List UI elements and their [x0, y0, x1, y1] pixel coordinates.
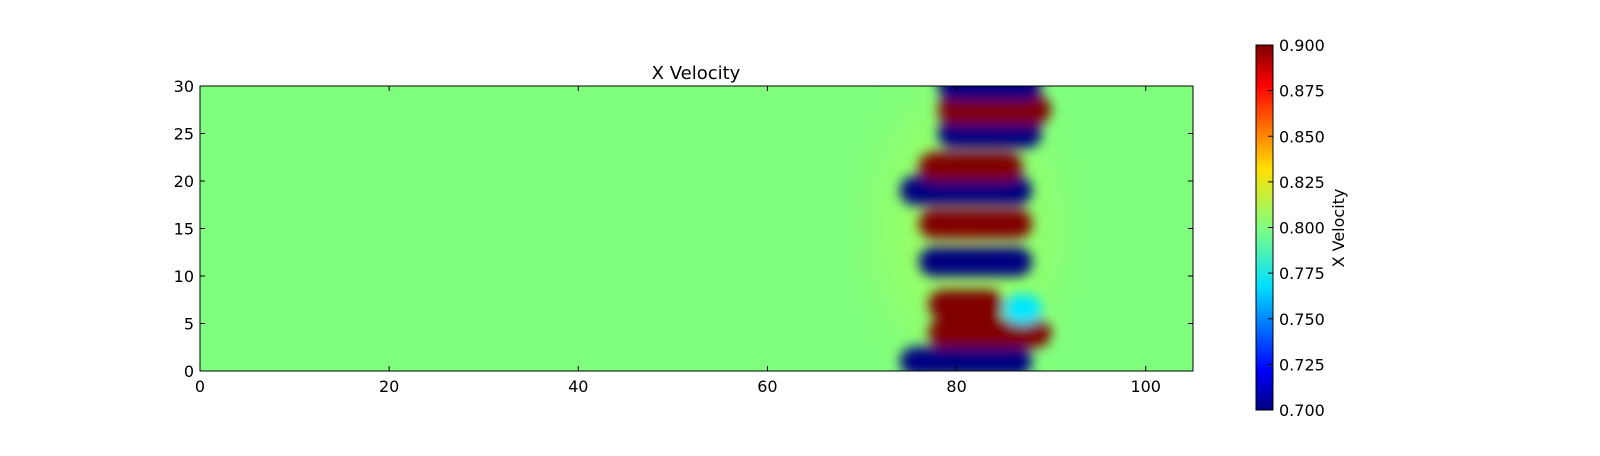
x-tick-label: 60	[757, 377, 777, 396]
colorbar-tick-label: 0.775	[1279, 264, 1325, 283]
plot-area	[200, 86, 1193, 371]
y-tick-label: 20	[174, 172, 194, 191]
velocity-band	[937, 86, 1042, 101]
colorbar-tick-label: 0.825	[1279, 173, 1325, 192]
velocity-band	[918, 247, 1033, 277]
velocity-band	[1003, 294, 1042, 324]
velocity-band	[918, 152, 1023, 182]
colorbar-label: X Velocity	[1329, 189, 1348, 268]
x-tick-label: 40	[568, 377, 588, 396]
colorbar-tick-label: 0.700	[1279, 401, 1325, 420]
x-tick-label: 20	[379, 377, 399, 396]
y-tick-label: 25	[174, 125, 194, 144]
velocity-band	[937, 118, 1042, 149]
velocity-band	[928, 318, 1052, 348]
y-tick-label: 30	[174, 77, 194, 96]
colorbar-tick-label: 0.875	[1279, 82, 1325, 101]
colorbar-tick-label: 0.750	[1279, 310, 1325, 329]
velocity-band	[928, 289, 1004, 320]
velocity-band	[899, 346, 1033, 371]
y-tick-label: 5	[184, 315, 194, 334]
velocity-band	[899, 175, 1033, 206]
velocity-band	[918, 209, 1033, 239]
y-tick-label: 0	[184, 362, 194, 381]
y-tick-label: 15	[174, 220, 194, 239]
colorbar-tick-label: 0.900	[1279, 36, 1325, 55]
chart-title: X Velocity	[652, 63, 741, 84]
y-tick-label: 10	[174, 267, 194, 286]
x-axis: 0 20 40 60 80 100	[195, 86, 1161, 396]
colorbar-tick-label: 0.725	[1279, 355, 1325, 374]
y-axis: 0 5 10 15 20 25 30	[174, 77, 1193, 381]
x-tick-label: 0	[195, 377, 205, 396]
colorbar-tick-label: 0.850	[1279, 127, 1325, 146]
colorbar-ticks: 0.700 0.725 0.750 0.775 0.800 0.825 0.850 0.875…	[1268, 36, 1325, 420]
x-tick-label: 100	[1130, 377, 1161, 396]
velocity-band	[937, 95, 1052, 125]
colorbar-tick-label: 0.800	[1279, 219, 1325, 238]
x-tick-label: 80	[946, 377, 966, 396]
